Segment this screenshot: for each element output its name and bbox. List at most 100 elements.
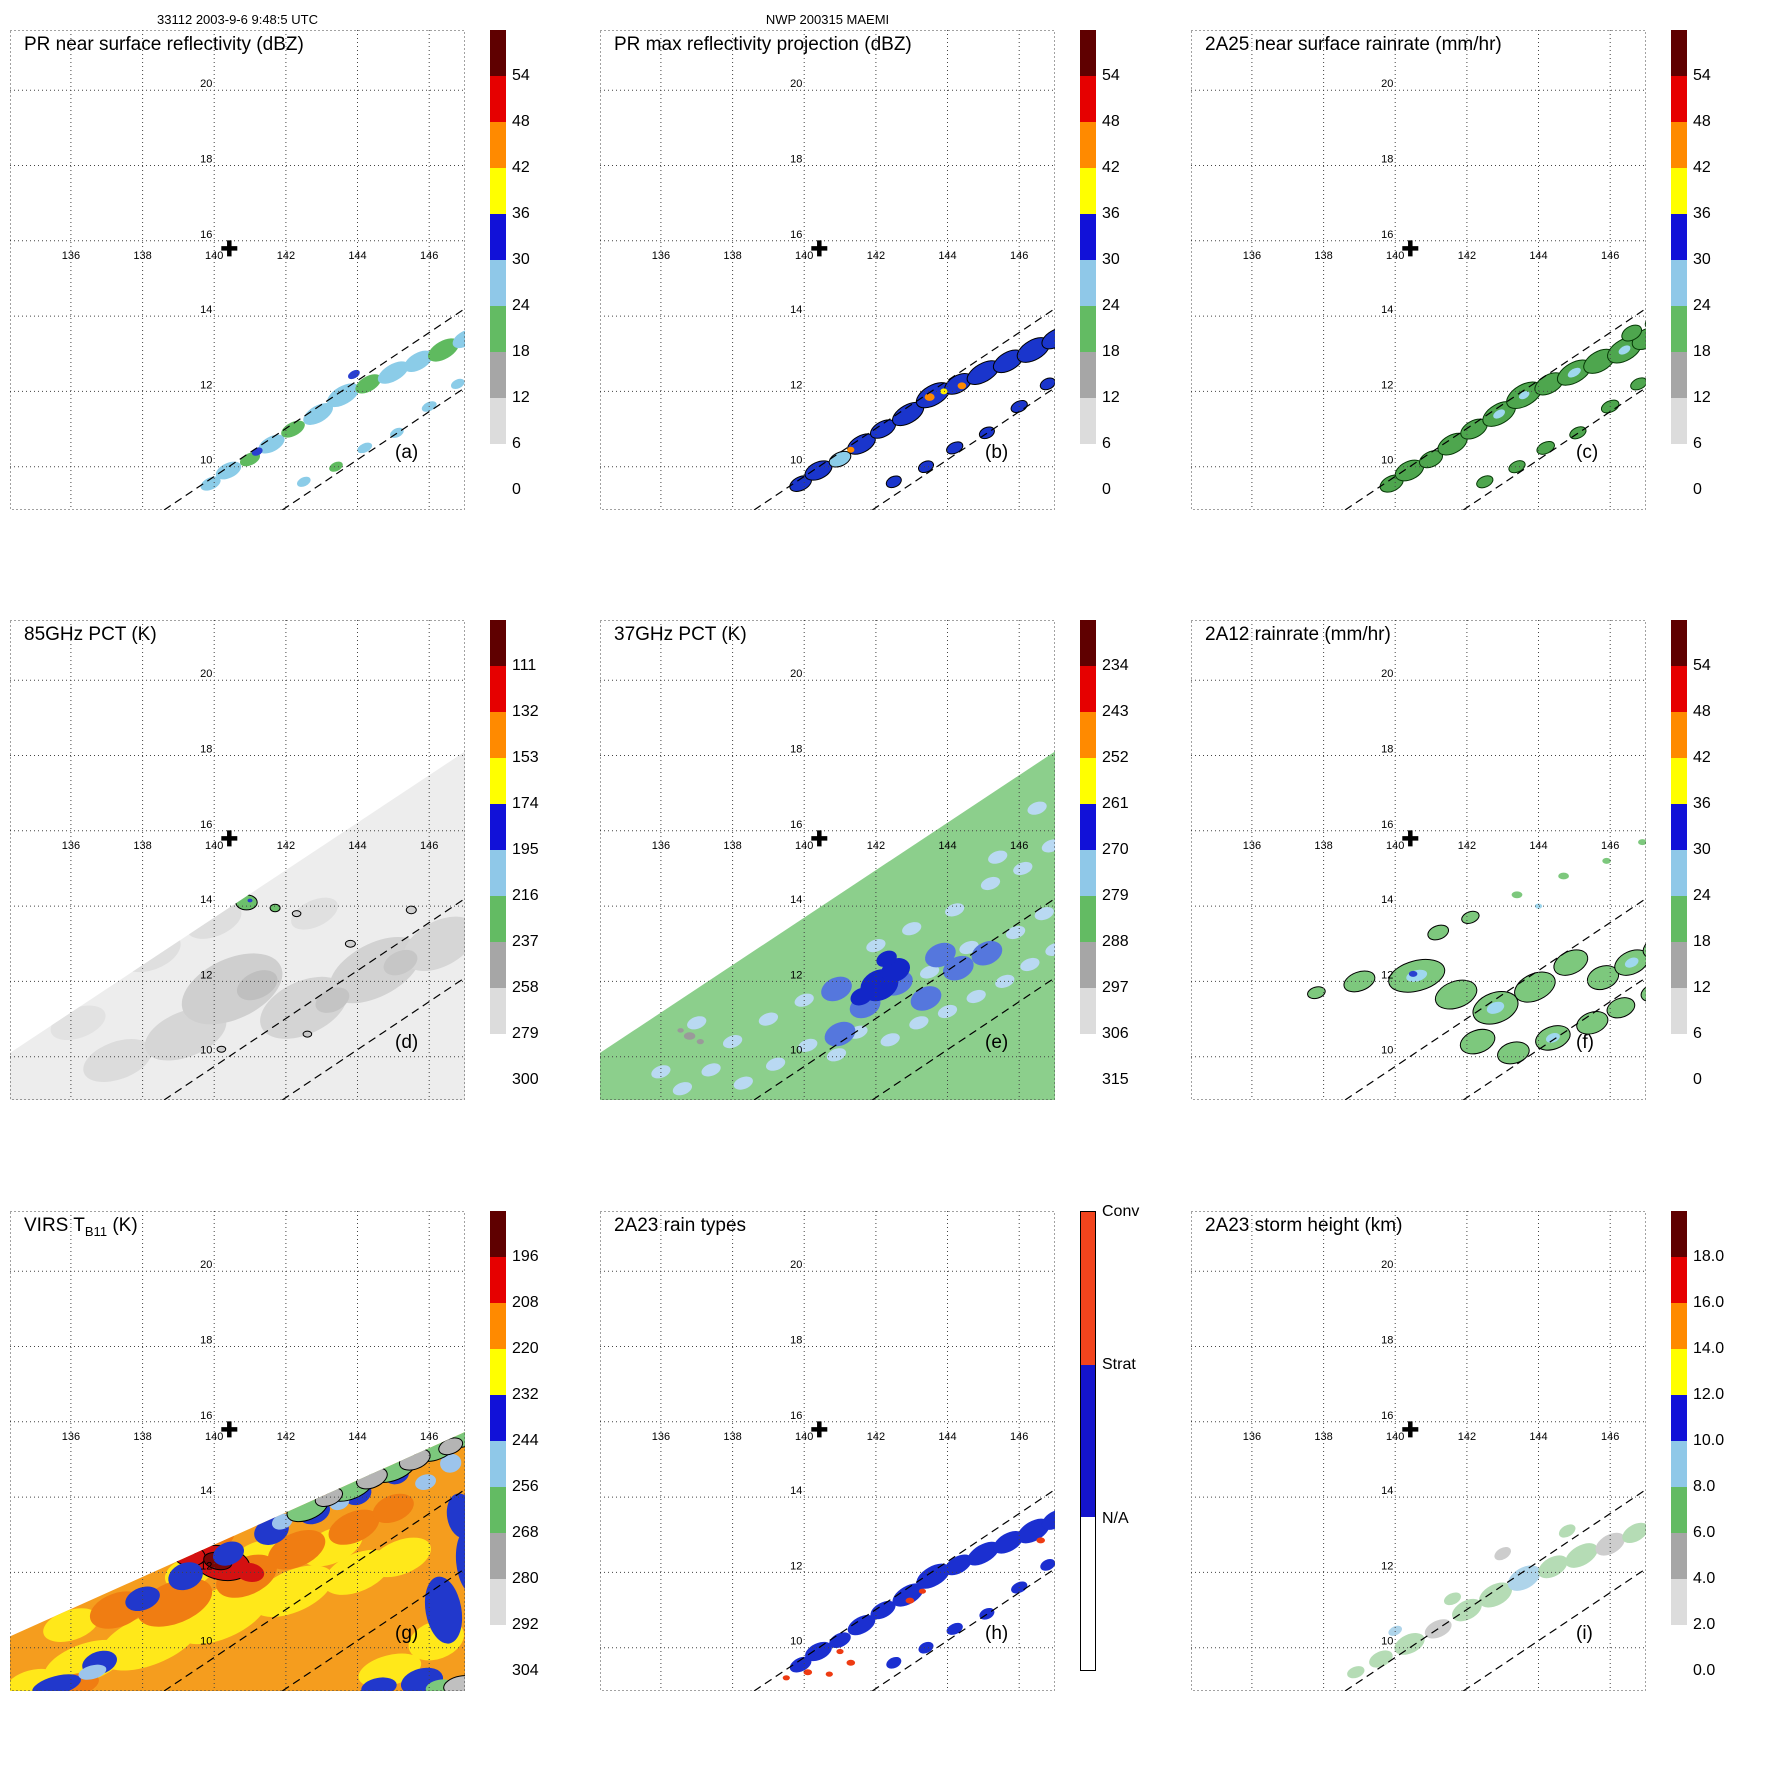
data-blob xyxy=(217,1046,226,1052)
lat-tick-label: 10 xyxy=(200,455,212,467)
lon-tick-label: 136 xyxy=(652,250,670,262)
panel-title-text: PR max reflectivity projection (dBZ) xyxy=(614,34,912,55)
colorbar-tick-label: 261 xyxy=(1102,795,1129,813)
lon-tick-label: 138 xyxy=(723,1431,741,1443)
colorbar-tick-label: 12 xyxy=(512,389,530,407)
panel-letter-e: (e) xyxy=(985,1032,1008,1053)
panel-colorbar-h xyxy=(1080,1211,1096,1671)
panel-d: 85GHz PCT (K)136138140142144146101214161… xyxy=(0,590,590,1180)
colorbar-segment xyxy=(1080,666,1096,712)
data-blob xyxy=(449,377,465,391)
storm-center-marker xyxy=(221,240,237,256)
colorbar-tick-label: 270 xyxy=(1102,841,1129,859)
lat-tick-label: 14 xyxy=(1381,1485,1393,1497)
lat-tick-label: 18 xyxy=(1381,154,1393,166)
colorbar-segment xyxy=(490,76,506,122)
colorbar-segment xyxy=(1080,444,1096,490)
colorbar-segment xyxy=(1671,168,1687,214)
panel-title-text: 2A23 rain types xyxy=(614,1215,746,1236)
map-data-layers xyxy=(1306,839,1646,1067)
lon-tick-label: 142 xyxy=(867,1431,885,1443)
colorbar-segment xyxy=(1671,76,1687,122)
colorbar-segment xyxy=(490,804,506,850)
colorbar-tick-label: 54 xyxy=(1693,67,1711,85)
colorbar-segment xyxy=(1671,444,1687,490)
colorbar-tick-label: 10.0 xyxy=(1693,1432,1724,1450)
colorbar-category-label: N/A xyxy=(1102,1510,1129,1528)
colorbar-segment xyxy=(490,620,506,666)
lat-tick-label: 16 xyxy=(790,1410,802,1422)
data-blob xyxy=(292,911,301,917)
panel-title-a: PR near surface reflectivity (dBZ) xyxy=(24,34,304,56)
map-tick-labels: 136138140142144146101214161820 xyxy=(652,1259,1029,1648)
lon-tick-label: 138 xyxy=(723,250,741,262)
lat-tick-label: 18 xyxy=(790,744,802,756)
colorbar-tick-label: 234 xyxy=(1102,657,1129,675)
colorbar-segment xyxy=(490,1395,506,1441)
colorbar-tick-label: 306 xyxy=(1102,1025,1129,1043)
storm-center-marker xyxy=(221,1421,237,1437)
colorbar-segment xyxy=(490,1303,506,1349)
map-data-layers xyxy=(1377,313,1646,496)
colorbar-tick-label: 4.0 xyxy=(1693,1570,1715,1588)
lon-tick-label: 144 xyxy=(938,250,956,262)
lon-tick-label: 142 xyxy=(277,840,295,852)
lon-tick-label: 136 xyxy=(1243,840,1261,852)
lon-tick-label: 142 xyxy=(277,250,295,262)
data-blob xyxy=(1036,1537,1045,1543)
map-tick-labels: 136138140142144146101214161820 xyxy=(1243,78,1620,467)
colorbar-tick-label: 42 xyxy=(1693,159,1711,177)
colorbar-tick-label: 48 xyxy=(512,113,530,131)
panel-colorbar-d xyxy=(490,620,506,1080)
lat-tick-label: 14 xyxy=(790,1485,802,1497)
data-blob xyxy=(345,940,355,947)
panel-letter-h: (h) xyxy=(985,1623,1008,1644)
colorbar-tick-label: 6 xyxy=(512,435,521,453)
panel-map-h: 136138140142144146101214161820(h) xyxy=(600,1211,1055,1691)
colorbar-tick-label: 174 xyxy=(512,795,539,813)
colorbar-segment xyxy=(1080,1034,1096,1080)
colorbar-tick-label: 304 xyxy=(512,1662,539,1680)
panel-colorbar-f xyxy=(1671,620,1687,1080)
lat-tick-label: 18 xyxy=(1381,1335,1393,1347)
lon-tick-label: 136 xyxy=(652,1431,670,1443)
colorbar-tick-label: 16.0 xyxy=(1693,1294,1724,1312)
colorbar-tick-label: 208 xyxy=(512,1294,539,1312)
colorbar-segment xyxy=(1671,1257,1687,1303)
colorbar-tick-label: 18 xyxy=(1693,933,1711,951)
colorbar-tick-label: 6 xyxy=(1102,435,1111,453)
map-grid xyxy=(10,30,465,510)
lat-tick-label: 18 xyxy=(200,744,212,756)
panel-title-text: VIRS T xyxy=(24,1215,85,1236)
lat-tick-label: 16 xyxy=(200,819,212,831)
data-blob xyxy=(836,1649,843,1654)
colorbar-segment xyxy=(1671,1625,1687,1671)
lon-tick-label: 136 xyxy=(62,250,80,262)
colorbar-tick-label: 243 xyxy=(1102,703,1129,721)
lat-tick-label: 20 xyxy=(790,668,802,680)
colorbar-segment xyxy=(490,712,506,758)
map-grid xyxy=(1191,1211,1646,1691)
colorbar-segment xyxy=(1671,1303,1687,1349)
colorbar-tick-label: 36 xyxy=(1693,205,1711,223)
colorbar-segment xyxy=(1080,168,1096,214)
colorbar-segment xyxy=(1671,1395,1687,1441)
lon-tick-label: 142 xyxy=(1458,840,1476,852)
colorbar-segment xyxy=(1080,896,1096,942)
colorbar-segment xyxy=(490,398,506,444)
lat-tick-label: 12 xyxy=(1381,1560,1393,1572)
data-blob xyxy=(270,904,280,912)
colorbar-tick-label: 42 xyxy=(1102,159,1120,177)
lat-tick-label: 10 xyxy=(200,1045,212,1057)
colorbar-tick-label: 220 xyxy=(512,1340,539,1358)
colorbar-segment xyxy=(1080,306,1096,352)
colorbar-segment xyxy=(1671,122,1687,168)
panel-title-f: 2A12 rainrate (mm/hr) xyxy=(1205,624,1391,646)
colorbar-tick-label: 111 xyxy=(512,657,536,675)
data-blob xyxy=(783,1675,790,1680)
colorbar-tick-label: 54 xyxy=(512,67,530,85)
colorbar-segment xyxy=(1671,398,1687,444)
lon-tick-label: 144 xyxy=(348,840,366,852)
lat-tick-label: 12 xyxy=(200,969,212,981)
panel-letter-f: (f) xyxy=(1576,1032,1594,1053)
